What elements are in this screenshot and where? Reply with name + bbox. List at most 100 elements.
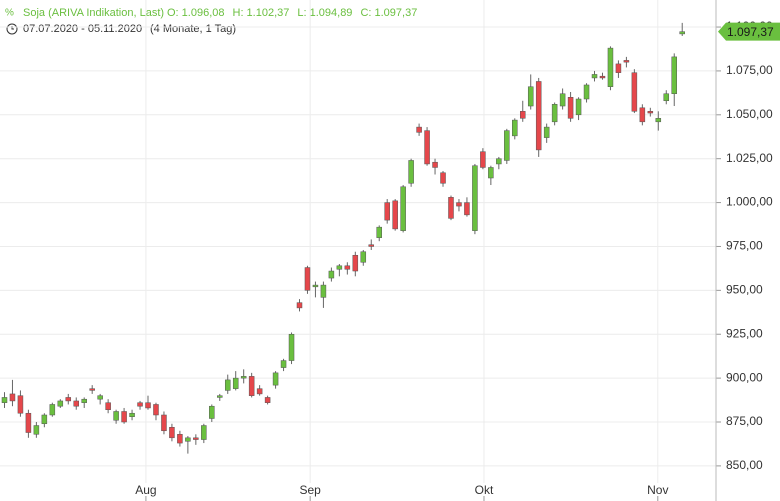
y-tick-label: 975,00 [726, 239, 763, 253]
candle-body [89, 388, 95, 391]
candle-body [185, 437, 191, 442]
candle-body [631, 72, 638, 112]
candle-body [663, 93, 670, 102]
candle-body [73, 400, 79, 407]
candle-body [591, 74, 598, 79]
candle-body [169, 427, 175, 439]
candle-body [639, 107, 646, 123]
candle-body [312, 284, 319, 288]
candle-body [456, 202, 462, 207]
x-tick-label: Nov [647, 483, 668, 497]
candle-body [384, 202, 390, 221]
candle-body [97, 395, 103, 400]
candle-body [232, 377, 239, 389]
candle-body [1, 397, 8, 403]
candle-body [9, 393, 16, 402]
candle-body [512, 119, 518, 137]
candle-body [280, 360, 287, 368]
candle-body [559, 93, 566, 107]
quote-value: H: 1.102,37 [233, 7, 290, 19]
candle-body [328, 270, 335, 279]
candle-body [543, 126, 550, 138]
x-tick-label: Aug [135, 483, 156, 497]
candle-body [256, 388, 263, 395]
header: % Soja (ARIVA Indikation, Last) 07.07.20… [5, 7, 236, 35]
x-tick-label: Sep [299, 483, 321, 497]
candle-body [304, 267, 311, 291]
last-price-label: 1.097,37 [727, 25, 774, 39]
candle-body [480, 151, 486, 168]
y-tick-label: 850,00 [726, 458, 763, 472]
candle-body [472, 165, 478, 231]
candle-body [607, 47, 614, 87]
quote-value: L: 1.094,89 [297, 7, 352, 19]
candle-body [264, 397, 271, 403]
candle-body [129, 412, 135, 417]
candle-body [368, 244, 375, 247]
candle-body [360, 251, 367, 263]
candle-body [153, 404, 159, 416]
candle-body [647, 111, 654, 114]
period-length: (4 Monate, 1 Tag) [150, 23, 236, 35]
candle-body [623, 60, 630, 63]
candle-body [671, 56, 677, 94]
candle-body [121, 411, 127, 423]
candle-body [344, 265, 351, 270]
candle-body [272, 372, 279, 386]
candle-body [41, 414, 48, 425]
candle-body [137, 402, 143, 407]
candle-body [408, 160, 414, 184]
candle-body [551, 104, 558, 123]
y-tick-label: 1.075,00 [726, 63, 773, 77]
candle-body [33, 425, 40, 435]
candle-body [432, 161, 438, 168]
candle-body [248, 376, 255, 396]
y-tick-label: 1.050,00 [726, 107, 773, 121]
candle-body [496, 158, 502, 165]
quote-value: C: 1.097,37 [360, 7, 417, 19]
candle-body [177, 434, 183, 444]
last-price-badge [718, 22, 780, 41]
candle-body [488, 167, 494, 179]
y-tick-label: 925,00 [726, 326, 763, 340]
candle-body [599, 75, 606, 79]
candle-body [464, 202, 470, 216]
candle-body [201, 425, 207, 440]
candle-body [583, 84, 590, 100]
candle-body [655, 118, 662, 123]
y-tick-label: 875,00 [726, 414, 763, 428]
candle-body [535, 81, 542, 151]
candle-body [49, 404, 56, 416]
y-tick-label: 950,00 [726, 283, 763, 297]
candle-body [416, 126, 422, 133]
candle-body [448, 197, 454, 219]
y-tick-label: 1.000,00 [726, 195, 773, 209]
chart-title: Soja (ARIVA Indikation, Last) [23, 7, 164, 19]
candle-body [224, 379, 231, 391]
candle-body [679, 31, 685, 35]
candle-body [376, 226, 382, 238]
candle-body [288, 333, 295, 361]
x-tick-label: Okt [475, 483, 494, 497]
candle-body [424, 130, 430, 165]
candle-body [336, 265, 343, 270]
candle-body [567, 97, 574, 119]
candle-body [105, 402, 111, 410]
period: 07.07.2020 - 05.11.2020 [23, 23, 142, 35]
candle-body [527, 86, 534, 107]
y-tick-label: 900,00 [726, 370, 763, 384]
candle-body [240, 376, 247, 379]
candle-body [209, 405, 215, 419]
y-tick-label: 1.025,00 [726, 151, 773, 165]
candle-body [519, 111, 526, 119]
candle-body [17, 395, 24, 414]
candle-body [25, 412, 32, 433]
candle-body [352, 254, 359, 272]
candle-body [57, 400, 64, 407]
candle-body [145, 402, 151, 409]
candle-body [81, 398, 87, 403]
chart-icon: % [5, 8, 14, 19]
candle-body [392, 200, 398, 230]
candle-body [65, 397, 72, 402]
